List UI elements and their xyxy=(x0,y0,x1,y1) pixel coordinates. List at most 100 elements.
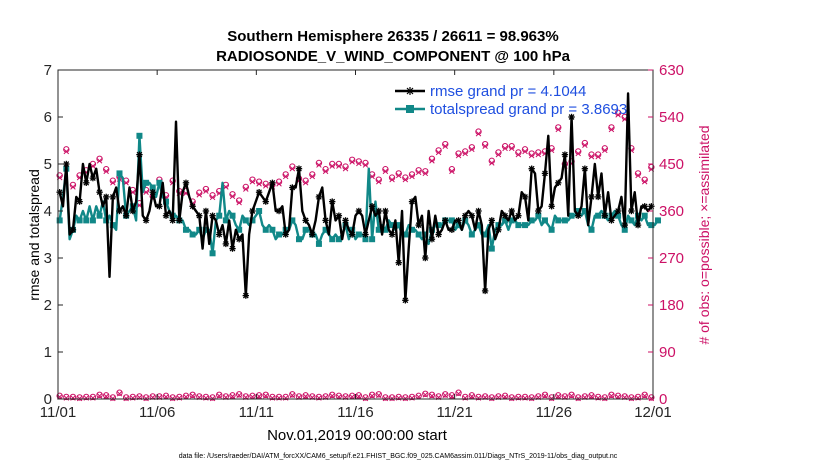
rmse-point xyxy=(594,193,602,201)
obs-bottom-possible-point xyxy=(488,394,495,401)
rmse-point xyxy=(109,193,117,201)
y-right-tick-label: 270 xyxy=(659,250,684,267)
obs-bottom-possible-point xyxy=(275,393,283,401)
y-left-tick-label: 3 xyxy=(44,250,52,267)
totalspread-point xyxy=(422,231,429,238)
obs-bottom-assimilated-point xyxy=(90,395,96,401)
obs-assimilated-point xyxy=(316,162,322,168)
obs-bottom-assimilated-point xyxy=(555,393,562,400)
obs-bottom-assimilated-point xyxy=(568,393,575,399)
rmse-point xyxy=(169,217,176,224)
rmse-point xyxy=(242,292,250,299)
rmse-point xyxy=(83,179,90,186)
totalspread-point xyxy=(262,226,269,233)
totalspread-point xyxy=(209,250,216,257)
obs-bottom-possible-point xyxy=(628,394,635,401)
x-tick-label: 11/16 xyxy=(337,404,373,421)
obs-bottom-possible-point xyxy=(388,394,396,401)
totalspread-point xyxy=(322,226,329,233)
totalspread-point xyxy=(389,222,396,229)
rmse-point xyxy=(235,236,243,243)
rmse-point xyxy=(269,179,276,186)
totalspread-point xyxy=(561,217,568,224)
obs-assimilated-point xyxy=(495,151,502,158)
obs-assimilated-point xyxy=(70,184,76,190)
obs-bottom-possible-point xyxy=(302,392,309,399)
rmse-point xyxy=(641,203,648,210)
rmse-point xyxy=(302,217,309,224)
obs-bottom-assimilated-point xyxy=(402,395,409,402)
obs-bottom-assimilated-point xyxy=(143,395,149,402)
obs-assimilated-point xyxy=(535,151,542,158)
chart-title-line1: Southern Hemisphere 26335 / 26611 = 98.9… xyxy=(227,28,558,45)
rmse-point xyxy=(581,165,589,172)
rmse-point xyxy=(156,203,163,210)
totalspread-point xyxy=(468,231,475,238)
rmse-point xyxy=(295,165,303,172)
totalspread-point xyxy=(448,217,455,224)
obs-bottom-assimilated-point xyxy=(528,395,535,402)
totalspread-point xyxy=(355,231,362,238)
rmse-point xyxy=(555,179,562,186)
obs-bottom-assimilated-point xyxy=(302,393,309,400)
rmse-point xyxy=(182,179,190,186)
obs-bottom-assimilated-point xyxy=(635,395,641,401)
totalspread-point xyxy=(654,217,661,224)
obs-bottom-assimilated-point xyxy=(110,395,116,402)
obs-bottom-assimilated-point xyxy=(462,395,468,401)
totalspread-point xyxy=(502,217,509,224)
obs-bottom-assimilated-point xyxy=(575,395,581,402)
obs-bottom-possible-point xyxy=(329,391,336,399)
totalspread-point xyxy=(216,212,223,219)
totalspread-point xyxy=(242,217,249,224)
rmse-point xyxy=(136,151,143,158)
obs-assimilated-point xyxy=(103,168,109,175)
rmse-point xyxy=(475,207,482,215)
obs-bottom-possible-point xyxy=(608,391,615,399)
obs-bottom-assimilated-point xyxy=(289,392,296,399)
obs-bottom-possible-point xyxy=(102,392,110,399)
obs-assimilated-point xyxy=(276,181,282,187)
obs-assimilated-point xyxy=(429,158,435,164)
rmse-point xyxy=(442,217,449,224)
obs-assimilated-point xyxy=(442,143,449,149)
obs-bottom-assimilated-point xyxy=(256,393,262,400)
rmse-point xyxy=(249,207,256,215)
y-left-tick-label: 4 xyxy=(44,203,52,220)
rmse-point xyxy=(149,189,156,196)
obs-bottom-assimilated-point xyxy=(376,392,382,399)
obs-assimilated-point xyxy=(229,193,236,200)
obs-assimilated-point xyxy=(356,160,362,167)
obs-bottom-possible-point xyxy=(229,392,236,399)
totalspread-point xyxy=(229,212,236,219)
y-axis-left-label: rmse and totalspread xyxy=(26,169,42,301)
rmse-point xyxy=(322,217,329,224)
rmse-point xyxy=(455,217,462,224)
totalspread-point xyxy=(488,245,495,252)
obs-bottom-possible-point xyxy=(461,393,469,401)
rmse-point xyxy=(289,184,296,191)
rmse-point xyxy=(282,231,289,238)
y-left-tick-label: 1 xyxy=(44,344,52,361)
rmse-point xyxy=(76,198,83,205)
totalspread-point xyxy=(369,236,376,243)
rmse-point xyxy=(621,221,628,229)
totalspread-point xyxy=(621,226,628,233)
obs-bottom-assimilated-point xyxy=(602,395,608,402)
obs-assimilated-point xyxy=(322,168,329,175)
obs-bottom-possible-point xyxy=(594,393,602,401)
obs-bottom-possible-point xyxy=(69,393,77,401)
obs-assimilated-point xyxy=(96,158,103,164)
obs-assimilated-point xyxy=(575,150,581,157)
totalspread-point xyxy=(455,222,462,229)
obs-bottom-possible-point xyxy=(568,391,575,399)
obs-bottom-possible-point xyxy=(455,389,462,396)
obs-bottom-possible-point xyxy=(209,394,216,401)
obs-bottom-assimilated-point xyxy=(203,395,209,401)
totalspread-point xyxy=(415,231,422,238)
obs-bottom-possible-point xyxy=(362,394,369,401)
obs-bottom-assimilated-point xyxy=(469,393,475,400)
rmse-point xyxy=(528,165,535,172)
totalspread-point xyxy=(409,226,416,233)
rmse-layer xyxy=(56,92,655,304)
